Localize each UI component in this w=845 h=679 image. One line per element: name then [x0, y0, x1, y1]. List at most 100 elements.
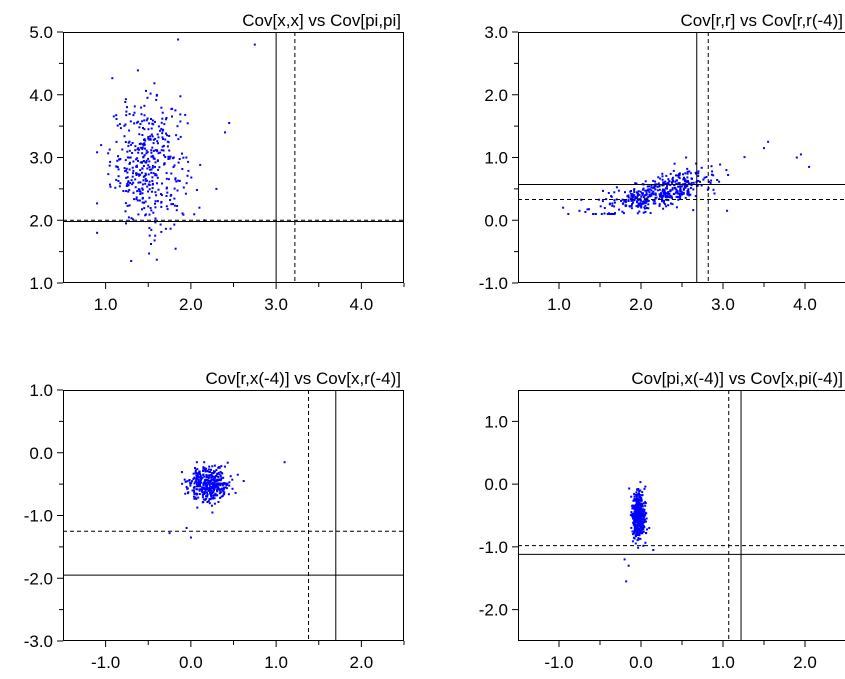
data-point [697, 172, 700, 175]
data-point [209, 480, 212, 482]
data-point [161, 111, 164, 114]
data-point [143, 114, 146, 117]
data-point [645, 207, 648, 209]
data-point [138, 199, 141, 202]
data-point [795, 156, 798, 159]
data-point [615, 186, 618, 189]
data-point [218, 466, 221, 469]
data-point [150, 228, 153, 231]
data-point [673, 162, 676, 165]
data-point [642, 502, 645, 505]
data-point [141, 208, 143, 211]
data-point [210, 479, 213, 482]
data-point [122, 190, 125, 192]
data-point [210, 487, 212, 490]
data-point [633, 519, 636, 522]
data-point [644, 511, 647, 514]
data-point [137, 173, 140, 176]
data-point [193, 489, 195, 492]
data-point [141, 201, 144, 204]
data-point [135, 164, 138, 167]
data-point [674, 180, 677, 183]
data-point [152, 172, 155, 175]
data-point [116, 124, 119, 127]
data-point [640, 205, 643, 208]
data-point [171, 115, 173, 118]
data-point [670, 195, 673, 198]
data-point [141, 146, 144, 149]
data-point [631, 505, 634, 508]
data-point [726, 209, 729, 212]
data-point [96, 202, 99, 205]
data-point [142, 127, 144, 129]
x-tick-label: 0.0 [629, 653, 653, 672]
data-point [210, 468, 212, 471]
data-point [630, 511, 633, 514]
data-point [215, 480, 218, 483]
data-point [613, 213, 616, 215]
data-point [185, 527, 188, 529]
data-point [650, 192, 653, 195]
data-point [154, 200, 157, 203]
data-point [132, 191, 135, 194]
data-point [637, 488, 640, 490]
data-point [228, 484, 231, 487]
data-point [221, 472, 224, 475]
data-point [641, 504, 644, 507]
data-point [96, 231, 99, 234]
data-point [677, 196, 680, 199]
data-point [202, 466, 205, 469]
data-point [184, 492, 187, 495]
data-point [219, 484, 222, 487]
data-point [638, 527, 640, 530]
data-point [141, 187, 144, 190]
data-point [190, 176, 193, 179]
data-point [605, 198, 608, 201]
data-point [672, 193, 675, 195]
data-point [645, 517, 648, 520]
data-point [144, 213, 147, 216]
data-point [223, 486, 226, 489]
data-point [191, 480, 193, 483]
data-point [163, 154, 165, 157]
data-point [203, 467, 206, 470]
data-point [160, 121, 163, 124]
data-point [688, 170, 691, 173]
data-point [200, 476, 203, 479]
data-point [205, 484, 208, 487]
data-point [642, 516, 645, 519]
data-point [162, 138, 164, 140]
data-point [640, 523, 643, 525]
data-point [687, 188, 690, 191]
data-point [677, 185, 680, 188]
data-point [139, 161, 142, 164]
data-point [212, 495, 215, 498]
data-point [671, 187, 674, 190]
data-point [131, 183, 134, 186]
data-point [207, 487, 210, 490]
panel-4: Cov[pi,x(-4)] vs Cov[x,pi(-4)] -1.0 0.0 1.0… [479, 369, 845, 672]
data-point [137, 181, 140, 184]
data-point [679, 187, 682, 190]
data-point [128, 168, 131, 171]
data-point [160, 194, 163, 197]
data-point [634, 182, 637, 185]
data-point [220, 465, 223, 468]
data-point [634, 509, 637, 512]
data-point [692, 209, 695, 212]
data-point [636, 200, 638, 203]
data-point [690, 184, 693, 187]
data-point [670, 202, 672, 205]
y-tick-label: 0.0 [484, 211, 508, 230]
data-point [188, 479, 191, 482]
data-point [653, 186, 656, 189]
data-point [199, 485, 202, 488]
data-point [139, 193, 142, 195]
data-point [222, 476, 225, 479]
data-point [186, 174, 189, 177]
data-point [664, 193, 667, 196]
data-point [634, 542, 637, 545]
data-point [181, 482, 184, 485]
data-point [204, 470, 207, 473]
data-point [222, 488, 225, 491]
